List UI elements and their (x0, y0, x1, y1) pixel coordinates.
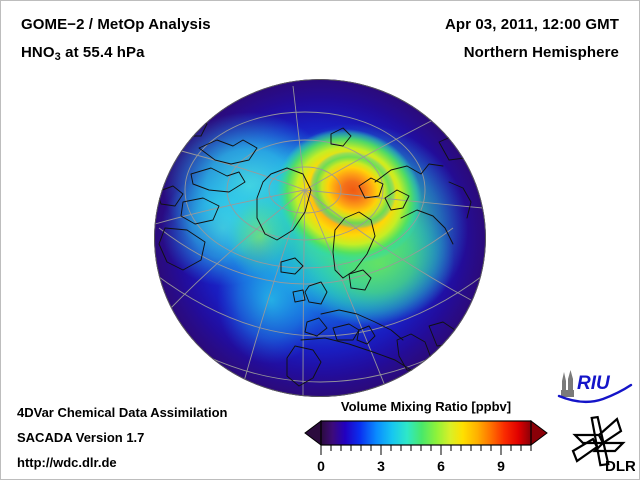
riu-swoosh-icon (557, 383, 633, 404)
coastline-victoria (180, 197, 220, 225)
riu-logo-graphic: RIU (557, 370, 633, 404)
colorbar: Volume Mixing Ratio [ppbv] (301, 399, 551, 477)
meridian-d (304, 189, 472, 301)
coastline-siberian-arctic (374, 163, 444, 183)
colorbar-gradient (320, 420, 532, 446)
colorbar-tick-labels: 0 3 6 9 (317, 458, 505, 474)
coastline-britain (304, 281, 328, 305)
coastline-iceland (280, 257, 304, 275)
species-name: HNO (21, 44, 55, 61)
species-subscript: 3 (54, 51, 61, 63)
coastline-baltic (348, 269, 372, 291)
hno3-maximum-core (309, 151, 397, 229)
meridian-c (304, 189, 386, 387)
latitude-45 (158, 227, 454, 285)
coastline-scandinavia (332, 211, 376, 279)
meridian-a (240, 189, 306, 393)
version-label: SACADA Version 1.7 (17, 430, 145, 445)
cathedral-spires-icon (561, 370, 574, 397)
dlr-logo: DLR (565, 413, 636, 475)
website-link[interactable]: http://wdc.dlr.de (17, 455, 117, 470)
orthographic-projection (154, 79, 486, 397)
coastline-west-africa (286, 345, 322, 387)
globe-outline (154, 79, 486, 397)
coastline-labrador (158, 227, 206, 271)
coastline-ireland (292, 289, 306, 303)
coastline-ellesmere (198, 139, 258, 165)
coastline-east-siberia (448, 181, 472, 219)
analysis-title: GOME−2 / MetOp Analysis (21, 16, 211, 33)
colorbar-tick-0: 0 (317, 458, 325, 474)
colorbar-over-arrow (530, 420, 548, 446)
globe-disc (154, 79, 486, 397)
latitude-30 (154, 273, 486, 337)
globe-map (153, 78, 487, 398)
latitude-70 (226, 139, 384, 241)
colorbar-tick-1: 3 (377, 458, 385, 474)
colorbar-scale: 0 3 6 9 (304, 420, 548, 474)
dlr-logo-graphic: DLR (571, 415, 636, 475)
coastline-banks (156, 185, 184, 207)
meridian-i (154, 189, 306, 225)
riu-wordmark: RIU (577, 373, 611, 394)
coastline-novaya-zemlya (384, 189, 410, 211)
coastline-kola (358, 177, 384, 199)
latitude-60 (184, 111, 426, 269)
hemisphere-label: Northern Hemisphere (463, 44, 619, 61)
colorbar-ticks (320, 445, 532, 455)
colorbar-tick-2: 6 (437, 458, 445, 474)
coastline-svalbard (330, 127, 352, 147)
meridian-e (304, 189, 484, 209)
pressure-level: at 55.4 hPa (60, 44, 145, 61)
coastline-europe-south (320, 309, 404, 341)
coastline-mediterranean (332, 323, 360, 341)
coastline-baffin (190, 167, 246, 193)
coastline-italy (356, 325, 376, 345)
coastline-iberia (304, 317, 328, 337)
species-level-label: HNO3 at 55.4 hPa (21, 44, 145, 63)
coastline-west-siberia (400, 209, 454, 245)
meridian-j (166, 189, 306, 313)
colorbar-tick-3: 9 (497, 458, 505, 474)
method-label: 4DVar Chemical Data Assimilation (17, 405, 228, 420)
colorbar-under-arrow (304, 420, 322, 446)
colorbar-title: Volume Mixing Ratio [ppbv] (340, 399, 512, 414)
timestamp-label: Apr 03, 2011, 12:00 GMT (444, 16, 619, 33)
dlr-pinwheel-icon (571, 415, 626, 467)
meridian-g (292, 85, 306, 191)
coastline-greenland (256, 167, 312, 241)
riu-logo: RIU (557, 369, 633, 405)
dlr-wordmark: DLR (605, 458, 635, 475)
